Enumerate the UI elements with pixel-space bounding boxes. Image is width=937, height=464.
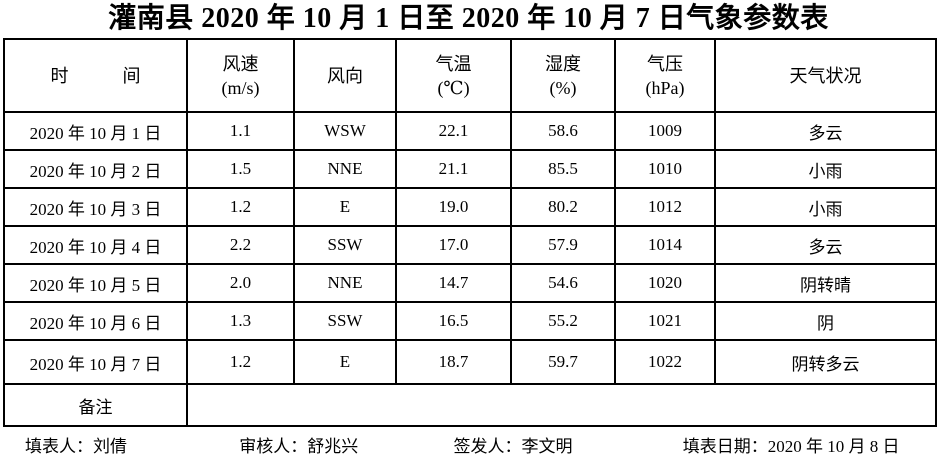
cell-temperature: 14.7 xyxy=(395,263,512,303)
header-wind-speed: 风速 (m/s) xyxy=(186,38,295,113)
table-row: 2020 年 10 月 2 日 1.5 NNE 21.1 85.5 1010 小… xyxy=(3,149,937,189)
remark-value xyxy=(186,383,937,427)
cell-wind-direction: SSW xyxy=(293,301,397,341)
cell-weather: 小雨 xyxy=(714,149,937,189)
header-time: 时 间 xyxy=(3,38,188,113)
cell-weather: 多云 xyxy=(714,111,937,151)
header-weather-condition: 天气状况 xyxy=(714,38,937,113)
cell-humidity: 80.2 xyxy=(510,187,616,227)
cell-wind-direction: WSW xyxy=(293,111,397,151)
header-temperature: 气温 (℃) xyxy=(395,38,512,113)
footer-signature-line: 填表人：刘倩 审核人：舒兆兴 签发人：李文明 填表日期：2020 年 10 月 … xyxy=(0,432,937,457)
cell-humidity: 57.9 xyxy=(510,225,616,265)
cell-humidity: 58.6 xyxy=(510,111,616,151)
cell-humidity: 54.6 xyxy=(510,263,616,303)
header-humidity: 湿度 (%) xyxy=(510,38,616,113)
cell-wind-direction: NNE xyxy=(293,263,397,303)
cell-temperature: 18.7 xyxy=(395,339,512,385)
table-row: 2020 年 10 月 5 日 2.0 NNE 14.7 54.6 1020 阴… xyxy=(3,263,937,303)
weather-data-table: 时 间 风速 (m/s) 风向 气温 (℃) 湿度 (%) 气压 (hPa) xyxy=(3,38,937,427)
cell-temperature: 21.1 xyxy=(395,149,512,189)
reviewer-field: 审核人：舒兆兴 xyxy=(239,437,359,456)
cell-temperature: 22.1 xyxy=(395,111,512,151)
cell-wind-speed: 1.2 xyxy=(186,187,295,227)
cell-wind-speed: 2.2 xyxy=(186,225,295,265)
issuer-field: 签发人：李文明 xyxy=(453,437,573,456)
cell-pressure: 1009 xyxy=(614,111,716,151)
table-row: 2020 年 10 月 7 日 1.2 E 18.7 59.7 1022 阴转多… xyxy=(3,339,937,385)
cell-wind-speed: 1.2 xyxy=(186,339,295,385)
cell-temperature: 16.5 xyxy=(395,301,512,341)
table-row: 2020 年 10 月 1 日 1.1 WSW 22.1 58.6 1009 多… xyxy=(3,111,937,151)
cell-wind-direction: E xyxy=(293,187,397,227)
cell-temperature: 19.0 xyxy=(395,187,512,227)
cell-pressure: 1014 xyxy=(614,225,716,265)
cell-date: 2020 年 10 月 5 日 xyxy=(3,263,188,303)
page-title: 灌南县 2020 年 10 月 1 日至 2020 年 10 月 7 日气象参数… xyxy=(108,3,829,34)
table-row: 2020 年 10 月 4 日 2.2 SSW 17.0 57.9 1014 多… xyxy=(3,225,937,265)
table-header-row: 时 间 风速 (m/s) 风向 气温 (℃) 湿度 (%) 气压 (hPa) xyxy=(3,38,937,113)
table-row: 2020 年 10 月 3 日 1.2 E 19.0 80.2 1012 小雨 xyxy=(3,187,937,227)
table-row: 2020 年 10 月 6 日 1.3 SSW 16.5 55.2 1021 阴 xyxy=(3,301,937,341)
cell-date: 2020 年 10 月 4 日 xyxy=(3,225,188,265)
cell-humidity: 85.5 xyxy=(510,149,616,189)
cell-date: 2020 年 10 月 7 日 xyxy=(3,339,188,385)
cell-pressure: 1021 xyxy=(614,301,716,341)
cell-wind-direction: NNE xyxy=(293,149,397,189)
cell-humidity: 59.7 xyxy=(510,339,616,385)
cell-date: 2020 年 10 月 1 日 xyxy=(3,111,188,151)
cell-wind-speed: 1.3 xyxy=(186,301,295,341)
cell-pressure: 1022 xyxy=(614,339,716,385)
header-wind-direction: 风向 xyxy=(293,38,397,113)
cell-date: 2020 年 10 月 6 日 xyxy=(3,301,188,341)
cell-wind-direction: E xyxy=(293,339,397,385)
cell-date: 2020 年 10 月 3 日 xyxy=(3,187,188,227)
fill-date-field: 填表日期：2020 年 10 月 8 日 xyxy=(682,437,900,456)
cell-weather: 阴转多云 xyxy=(714,339,937,385)
remark-row: 备注 xyxy=(3,383,937,427)
cell-weather: 小雨 xyxy=(714,187,937,227)
cell-weather: 阴 xyxy=(714,301,937,341)
cell-date: 2020 年 10 月 2 日 xyxy=(3,149,188,189)
preparer-field: 填表人：刘倩 xyxy=(25,437,127,456)
cell-wind-direction: SSW xyxy=(293,225,397,265)
cell-pressure: 1012 xyxy=(614,187,716,227)
cell-pressure: 1010 xyxy=(614,149,716,189)
cell-humidity: 55.2 xyxy=(510,301,616,341)
header-pressure: 气压 (hPa) xyxy=(614,38,716,113)
remark-label: 备注 xyxy=(3,383,188,427)
cell-weather: 阴转晴 xyxy=(714,263,937,303)
cell-pressure: 1020 xyxy=(614,263,716,303)
cell-wind-speed: 1.5 xyxy=(186,149,295,189)
cell-wind-speed: 2.0 xyxy=(186,263,295,303)
cell-wind-speed: 1.1 xyxy=(186,111,295,151)
cell-temperature: 17.0 xyxy=(395,225,512,265)
cell-weather: 多云 xyxy=(714,225,937,265)
